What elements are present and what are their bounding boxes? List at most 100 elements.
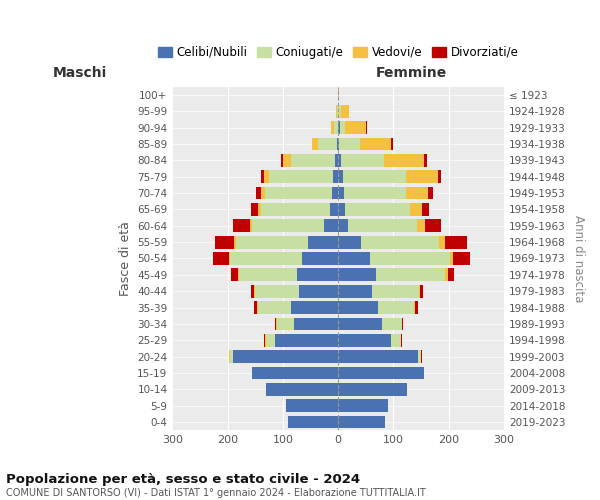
Bar <box>346 122 367 134</box>
Bar <box>406 186 428 200</box>
Bar <box>299 285 338 298</box>
Bar <box>265 186 332 200</box>
Bar <box>234 236 236 248</box>
Bar <box>331 122 334 134</box>
Y-axis label: Fasce di età: Fasce di età <box>119 221 131 296</box>
Bar <box>251 285 254 298</box>
Bar <box>414 301 415 314</box>
Bar <box>335 154 338 167</box>
Bar <box>257 301 258 314</box>
Bar <box>255 285 299 298</box>
Bar <box>338 138 339 150</box>
Bar <box>258 203 261 216</box>
Bar <box>229 350 230 363</box>
Bar <box>406 170 438 183</box>
Bar <box>231 268 238 281</box>
Bar <box>254 285 255 298</box>
Bar <box>336 105 337 118</box>
Bar <box>338 105 341 118</box>
Bar <box>291 301 338 314</box>
Text: Maschi: Maschi <box>52 66 107 80</box>
Bar <box>361 236 439 248</box>
Bar <box>378 301 414 314</box>
Bar <box>338 383 407 396</box>
Bar <box>338 203 345 216</box>
Bar <box>334 122 338 134</box>
Bar <box>332 170 338 183</box>
Bar <box>337 105 338 118</box>
Bar <box>253 220 325 232</box>
Bar <box>236 236 308 248</box>
Bar <box>265 334 266 346</box>
Bar <box>229 252 230 265</box>
Bar <box>230 252 302 265</box>
Bar <box>417 220 425 232</box>
Bar <box>330 203 338 216</box>
Bar <box>283 154 291 167</box>
Bar <box>424 154 427 167</box>
Bar <box>289 416 338 428</box>
Text: COMUNE DI SANTORSO (VI) - Dati ISTAT 1° gennaio 2024 - Elaborazione TUTTITALIA.I: COMUNE DI SANTORSO (VI) - Dati ISTAT 1° … <box>6 488 426 498</box>
Bar <box>338 122 340 134</box>
Bar <box>439 236 445 248</box>
Bar <box>338 220 348 232</box>
Bar <box>419 285 421 298</box>
Bar <box>382 318 401 330</box>
Bar <box>338 268 376 281</box>
Bar <box>421 285 423 298</box>
Bar <box>302 252 338 265</box>
Bar <box>338 366 424 380</box>
Legend: Celibi/Nubili, Coniugati/e, Vedovi/e, Divorziati/e: Celibi/Nubili, Coniugati/e, Vedovi/e, Di… <box>153 42 523 64</box>
Bar <box>451 252 453 265</box>
Bar <box>213 252 229 265</box>
Bar <box>338 334 391 346</box>
Bar <box>337 138 338 150</box>
Bar <box>360 138 391 150</box>
Bar <box>384 154 424 167</box>
Bar <box>418 350 421 363</box>
Bar <box>269 170 332 183</box>
Bar <box>266 334 275 346</box>
Bar <box>339 138 360 150</box>
Bar <box>341 105 349 118</box>
Bar <box>266 383 338 396</box>
Bar <box>294 318 338 330</box>
Bar <box>445 268 448 281</box>
Bar <box>425 220 441 232</box>
Bar <box>391 138 394 150</box>
Bar <box>428 186 433 200</box>
Bar <box>338 350 418 363</box>
Bar <box>340 122 346 134</box>
Bar <box>343 170 406 183</box>
Bar <box>338 88 339 102</box>
Bar <box>261 203 330 216</box>
Bar <box>448 268 454 281</box>
Bar <box>391 334 401 346</box>
Bar <box>277 318 294 330</box>
Bar <box>296 268 338 281</box>
Text: Popolazione per età, sesso e stato civile - 2024: Popolazione per età, sesso e stato civil… <box>6 472 360 486</box>
Bar <box>275 334 338 346</box>
Bar <box>286 399 338 412</box>
Bar <box>338 170 343 183</box>
Y-axis label: Anni di nascita: Anni di nascita <box>572 215 585 302</box>
Bar <box>281 154 283 167</box>
Bar <box>256 186 261 200</box>
Bar <box>338 285 373 298</box>
Bar <box>345 203 410 216</box>
Bar <box>370 252 451 265</box>
Bar <box>233 350 338 363</box>
Bar <box>401 318 403 330</box>
Bar <box>445 236 467 248</box>
Bar <box>338 416 385 428</box>
Bar <box>332 186 338 200</box>
Bar <box>376 268 445 281</box>
Bar <box>317 138 337 150</box>
Bar <box>264 334 265 346</box>
Bar <box>275 318 276 330</box>
Bar <box>239 268 296 281</box>
Bar <box>438 170 441 183</box>
Bar <box>263 170 269 183</box>
Bar <box>348 220 417 232</box>
Bar <box>373 285 419 298</box>
